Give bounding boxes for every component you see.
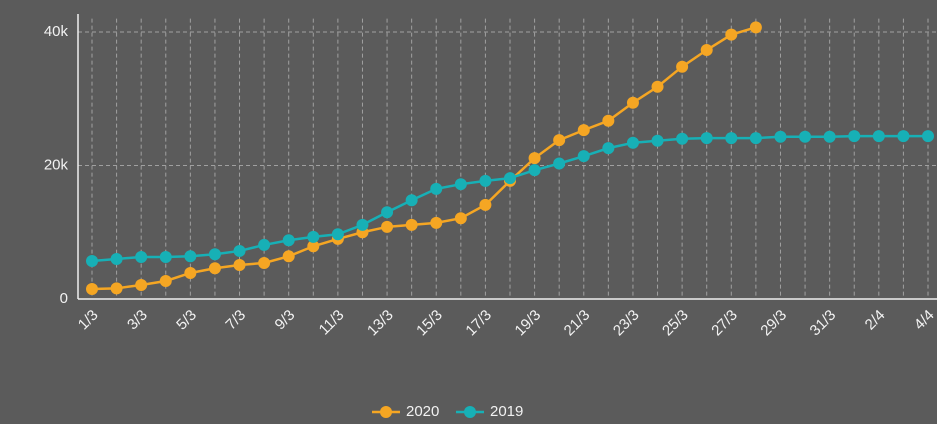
point	[651, 80, 664, 93]
series-line	[91, 26, 757, 291]
point	[897, 130, 910, 143]
point	[651, 134, 664, 147]
point	[331, 228, 344, 241]
point	[454, 212, 467, 225]
point	[110, 252, 123, 265]
point	[430, 216, 443, 229]
legend-swatch	[380, 406, 392, 418]
point	[504, 172, 516, 185]
x-tick-label: 1/3	[75, 307, 102, 334]
point	[749, 21, 762, 34]
point	[405, 194, 418, 207]
point	[233, 258, 246, 271]
legend-label: 2019	[490, 403, 523, 420]
point	[258, 238, 271, 251]
point	[356, 218, 369, 231]
x-tick-label: 13/3	[364, 307, 397, 340]
x-tick-label: 15/3	[413, 307, 446, 340]
point	[282, 250, 295, 263]
x-tick-label: 21/3	[561, 307, 594, 340]
point	[405, 218, 418, 231]
point	[922, 130, 934, 143]
point	[159, 274, 172, 287]
x-tick-label: 29/3	[757, 307, 790, 340]
point	[430, 182, 443, 195]
x-tick-label: 5/3	[173, 307, 200, 334]
x-tick-label: 25/3	[659, 307, 692, 340]
x-tick-label: 3/3	[124, 307, 151, 334]
point	[184, 250, 197, 263]
x-tick-label: 9/3	[272, 307, 299, 334]
point	[676, 60, 689, 73]
point	[823, 130, 836, 143]
point	[233, 244, 246, 257]
point	[528, 152, 541, 165]
point	[307, 240, 320, 253]
point	[799, 130, 812, 143]
point	[528, 164, 541, 177]
x-tick-label: 31/3	[807, 307, 840, 340]
point	[577, 124, 590, 137]
point	[184, 266, 197, 279]
point	[381, 206, 394, 219]
point	[626, 136, 639, 149]
legend-label: 2020	[406, 403, 439, 420]
point	[479, 198, 492, 211]
legend-swatch	[464, 406, 476, 418]
point	[86, 282, 98, 295]
x-tick-label: 27/3	[708, 307, 741, 340]
point	[479, 174, 492, 187]
point	[553, 157, 566, 170]
point	[725, 132, 738, 145]
point	[725, 28, 738, 41]
point	[381, 220, 394, 233]
point	[626, 96, 639, 109]
point	[676, 132, 689, 145]
x-tick-label: 11/3	[316, 307, 348, 339]
point	[454, 178, 467, 191]
point	[848, 130, 861, 143]
point	[159, 250, 172, 263]
x-tick-label: 4/4	[911, 307, 937, 334]
point	[700, 44, 713, 57]
y-tick-label: 20k	[44, 156, 69, 173]
point	[307, 230, 320, 243]
x-tick-label: 23/3	[610, 307, 643, 340]
point	[749, 132, 762, 145]
y-tick-label: 40k	[44, 23, 69, 40]
point	[577, 150, 590, 163]
point	[208, 248, 221, 261]
x-tick-label: 19/3	[512, 307, 545, 340]
point	[282, 234, 295, 247]
point	[135, 278, 148, 291]
point	[774, 130, 787, 143]
x-tick-label: 17/3	[462, 307, 495, 340]
x-tick-label: 2/4	[862, 307, 889, 334]
point	[602, 142, 615, 155]
point	[208, 262, 221, 275]
point	[135, 250, 148, 263]
point	[602, 114, 615, 127]
point	[258, 256, 271, 269]
point	[86, 254, 98, 267]
point	[553, 134, 566, 147]
point	[110, 282, 123, 295]
x-tick-label: 7/3	[222, 307, 249, 334]
point	[700, 132, 713, 145]
y-tick-label: 0	[60, 290, 68, 307]
point	[872, 130, 885, 143]
